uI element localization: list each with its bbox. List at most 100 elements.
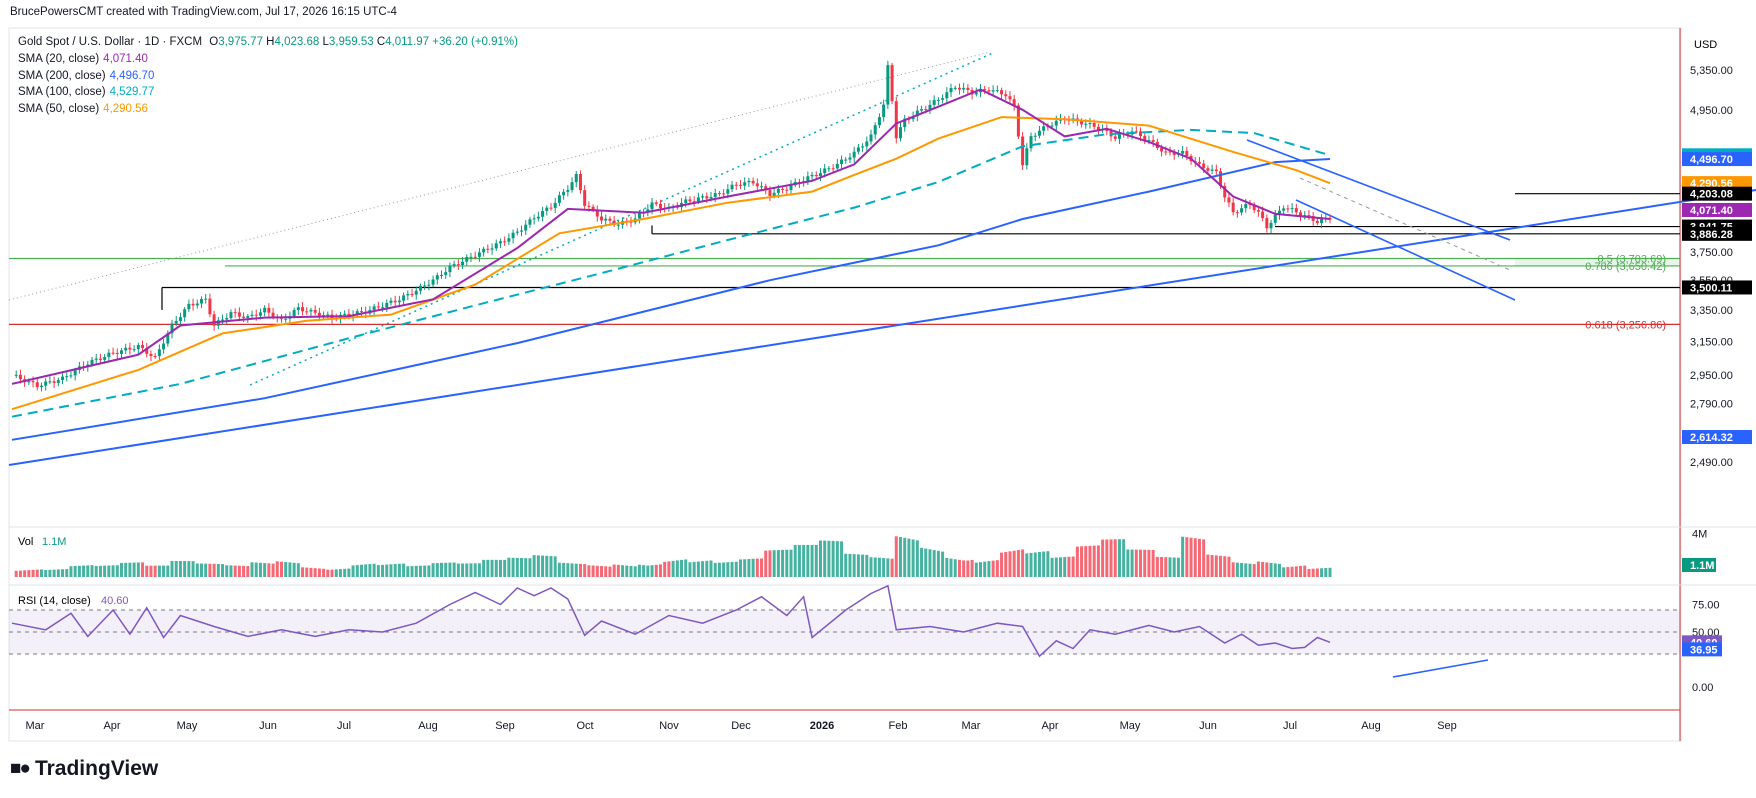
candle-body bbox=[1248, 204, 1252, 206]
volume-bar bbox=[920, 547, 924, 577]
candle-body bbox=[372, 306, 376, 310]
candle-body bbox=[31, 381, 35, 383]
candle-body bbox=[827, 168, 831, 170]
volume-bar bbox=[616, 564, 620, 577]
volume-bar bbox=[987, 561, 991, 577]
tradingview-logo[interactable]: ■● TradingView bbox=[10, 757, 158, 781]
volume-bar bbox=[1084, 546, 1088, 577]
falling-channel-upper[interactable] bbox=[1246, 139, 1511, 241]
candle-body bbox=[343, 313, 347, 315]
candle-body bbox=[1092, 123, 1096, 127]
volume-bar bbox=[1307, 568, 1311, 577]
candle-body bbox=[616, 224, 620, 226]
candle-body bbox=[882, 104, 886, 118]
volume-bar bbox=[1088, 545, 1092, 577]
candle-body bbox=[781, 188, 785, 190]
candle-body bbox=[570, 182, 574, 190]
volume-bar bbox=[292, 562, 296, 577]
candle-body bbox=[1227, 197, 1231, 203]
volume-bar bbox=[141, 562, 145, 577]
vol-label: Vol bbox=[18, 536, 33, 548]
volume-bar bbox=[1143, 549, 1147, 577]
price-badge-label: 3,886.28 bbox=[1690, 229, 1733, 241]
ohlc-low: 3,959.53 bbox=[328, 36, 374, 48]
volume-bar bbox=[1189, 537, 1193, 577]
vol-value: 1.1M bbox=[42, 536, 66, 548]
candle-body bbox=[1320, 218, 1324, 224]
candle-body bbox=[966, 87, 970, 91]
volume-bar bbox=[494, 559, 498, 577]
volume-bar bbox=[957, 559, 961, 577]
volume-bar bbox=[743, 559, 747, 577]
volume-bar bbox=[14, 570, 18, 577]
volume-bar bbox=[709, 560, 713, 577]
candle-body bbox=[305, 311, 309, 313]
volume-bar bbox=[520, 557, 524, 577]
candle-body bbox=[1214, 169, 1218, 172]
volume-bar bbox=[873, 557, 877, 577]
volume-bar bbox=[823, 540, 827, 577]
candle-body bbox=[242, 316, 246, 318]
candle-body bbox=[696, 197, 700, 202]
candle-body bbox=[1143, 135, 1147, 141]
candle-body bbox=[132, 349, 136, 351]
candle-body bbox=[27, 381, 31, 383]
volume-bar bbox=[503, 559, 507, 577]
candle-body bbox=[128, 347, 132, 350]
volume-bar bbox=[970, 559, 974, 577]
volume-bar bbox=[658, 564, 662, 577]
candle-body bbox=[928, 104, 932, 110]
time-tick-label: Dec bbox=[731, 720, 751, 732]
candle-body bbox=[713, 193, 717, 197]
candle-body bbox=[646, 209, 650, 213]
volume-bar bbox=[1155, 556, 1159, 577]
volume-bar bbox=[204, 563, 208, 577]
candle-body bbox=[1282, 208, 1286, 211]
candle-body bbox=[1004, 94, 1008, 97]
volume-bar bbox=[195, 563, 199, 577]
time-tick-label: Jun bbox=[1199, 720, 1217, 732]
candle-body bbox=[107, 352, 111, 357]
candle-body bbox=[448, 265, 452, 273]
candle-body bbox=[1088, 123, 1092, 125]
volume-bar bbox=[199, 563, 203, 577]
volume-bar bbox=[608, 566, 612, 577]
volume-bar bbox=[174, 560, 178, 577]
volume-bar bbox=[583, 564, 587, 577]
candle-body bbox=[1181, 151, 1185, 154]
candle-body bbox=[840, 159, 844, 165]
price-badge bbox=[1682, 186, 1752, 201]
candle-body bbox=[1033, 135, 1037, 137]
volume-bar bbox=[1240, 563, 1244, 577]
candle-body bbox=[440, 274, 444, 276]
chart-canvas[interactable]: USD 5,350.004,950.003,750.003,550.003,35… bbox=[0, 0, 1756, 750]
volume-bar bbox=[250, 562, 254, 577]
symbol-label: Gold Spot / U.S. Dollar · 1D · FXCM bbox=[18, 36, 203, 48]
candle-body bbox=[225, 318, 229, 320]
volume-bar bbox=[1105, 539, 1109, 577]
ohlc-h-label: H bbox=[266, 36, 275, 48]
candle-body bbox=[578, 174, 582, 191]
volume-bar bbox=[726, 562, 730, 577]
time-tick-label: Mar bbox=[26, 720, 45, 732]
candle-body bbox=[541, 210, 545, 217]
candle-body bbox=[941, 98, 945, 100]
time-tick-label: Oct bbox=[576, 720, 593, 732]
candle-body bbox=[309, 309, 313, 312]
volume-bar bbox=[949, 558, 953, 577]
candle-body bbox=[1185, 151, 1189, 156]
volume-bar bbox=[1277, 563, 1281, 577]
volume-bar bbox=[376, 565, 380, 577]
candle-body bbox=[814, 174, 818, 177]
volume-bar bbox=[418, 565, 422, 577]
candle-body bbox=[18, 374, 22, 380]
volume-bar bbox=[898, 537, 902, 577]
volume-bar bbox=[806, 544, 810, 577]
falling-channel-lower[interactable] bbox=[1295, 199, 1516, 301]
candle-body bbox=[414, 290, 418, 295]
candle-body bbox=[520, 230, 524, 232]
volume-bar bbox=[1063, 557, 1067, 577]
rsi-trend-line[interactable] bbox=[1392, 659, 1489, 678]
candle-body bbox=[945, 92, 949, 99]
trend-line-channel-base[interactable] bbox=[8, 189, 1756, 466]
